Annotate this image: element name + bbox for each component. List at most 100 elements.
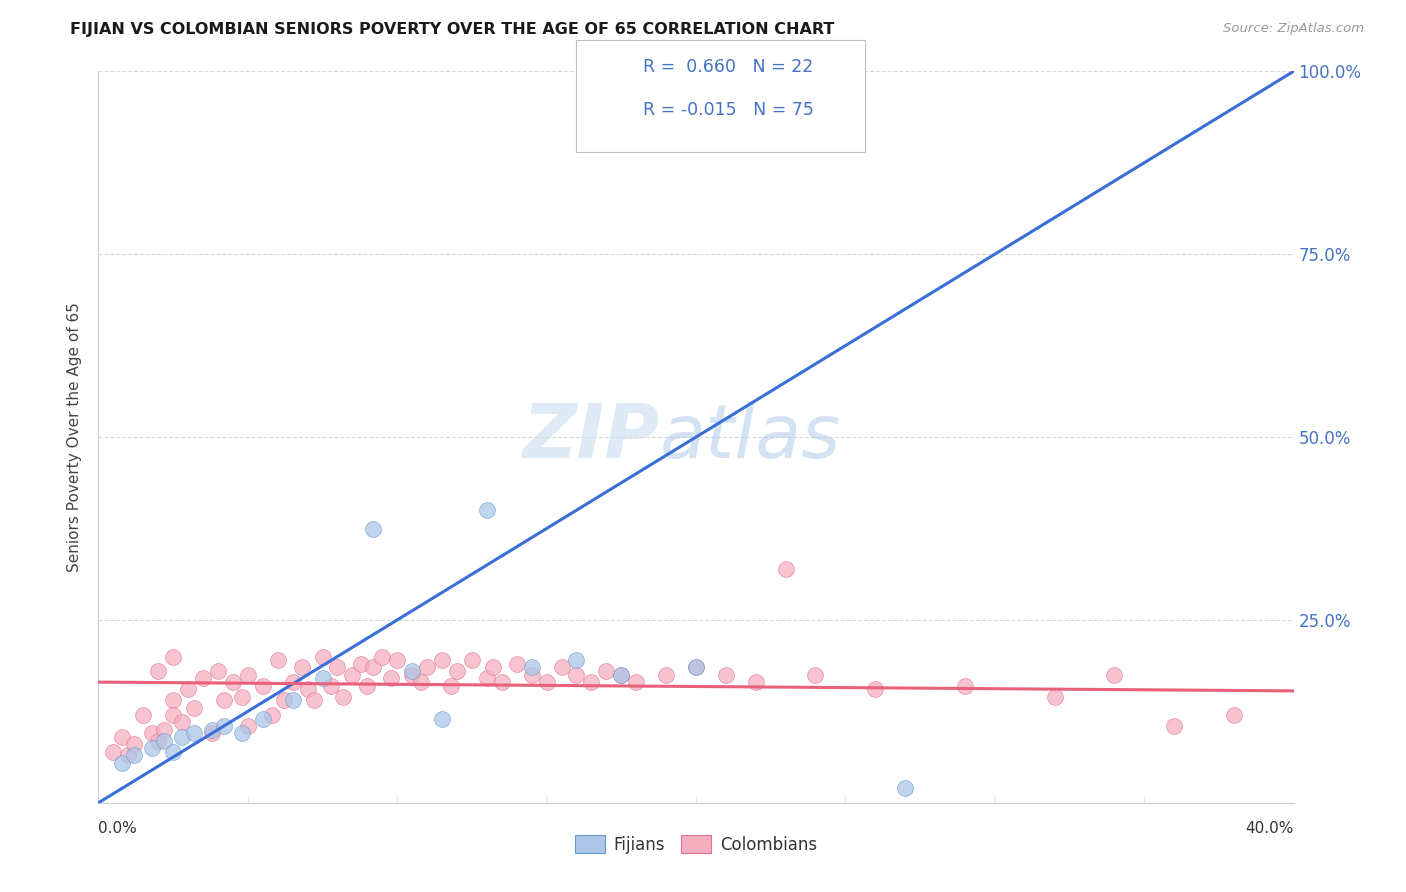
Text: FIJIAN VS COLOMBIAN SENIORS POVERTY OVER THE AGE OF 65 CORRELATION CHART: FIJIAN VS COLOMBIAN SENIORS POVERTY OVER…: [70, 22, 835, 37]
Point: [475, 503, 498, 517]
Point: [236, 667, 259, 681]
Point: [685, 660, 707, 674]
Point: [1223, 708, 1246, 723]
Point: [1104, 667, 1126, 681]
Point: [212, 719, 235, 733]
Point: [172, 730, 194, 744]
Point: [610, 667, 633, 681]
Point: [297, 682, 319, 697]
Point: [894, 781, 917, 796]
Point: [267, 653, 290, 667]
Point: [281, 693, 304, 707]
Point: [475, 672, 498, 686]
Point: [236, 719, 259, 733]
Point: [342, 667, 364, 681]
Point: [326, 660, 349, 674]
Y-axis label: Seniors Poverty Over the Age of 65: Seniors Poverty Over the Age of 65: [67, 302, 83, 572]
Point: [565, 667, 588, 681]
Point: [685, 660, 707, 674]
Point: [446, 664, 468, 678]
Point: [162, 708, 184, 723]
Point: [581, 675, 603, 690]
Point: [141, 740, 163, 755]
Point: [550, 660, 572, 674]
Point: [222, 675, 245, 690]
Point: [430, 712, 453, 726]
Point: [111, 730, 134, 744]
Point: [655, 667, 678, 681]
Point: [430, 653, 453, 667]
Point: [273, 693, 295, 707]
Point: [491, 675, 513, 690]
Point: [201, 726, 224, 740]
Point: [183, 726, 205, 740]
Text: R = -0.015   N = 75: R = -0.015 N = 75: [643, 101, 814, 119]
Point: [565, 653, 588, 667]
Point: [1043, 690, 1066, 704]
Point: [191, 672, 214, 686]
Point: [231, 726, 253, 740]
Point: [252, 679, 274, 693]
Point: [153, 723, 176, 737]
Point: [350, 657, 373, 671]
Legend: Fijians, Colombians: Fijians, Colombians: [568, 829, 824, 860]
Point: [162, 693, 184, 707]
Point: [153, 733, 176, 747]
Text: ZIP: ZIP: [523, 401, 661, 474]
Point: [117, 748, 139, 763]
Point: [260, 708, 283, 723]
Point: [252, 712, 274, 726]
Point: [804, 667, 827, 681]
Point: [440, 679, 463, 693]
Point: [172, 715, 194, 730]
Point: [103, 745, 125, 759]
Point: [356, 679, 378, 693]
Point: [132, 708, 155, 723]
Point: [595, 664, 617, 678]
Point: [363, 660, 385, 674]
Point: [231, 690, 253, 704]
Point: [401, 667, 423, 681]
Point: [311, 649, 333, 664]
Point: [201, 723, 224, 737]
Point: [626, 675, 648, 690]
Point: [506, 657, 529, 671]
Point: [207, 664, 229, 678]
Point: [865, 682, 887, 697]
Point: [520, 667, 543, 681]
Point: [332, 690, 354, 704]
Point: [371, 649, 394, 664]
Point: [124, 737, 146, 751]
Point: [212, 693, 235, 707]
Point: [536, 675, 558, 690]
Point: [321, 679, 343, 693]
Point: [714, 667, 737, 681]
Point: [124, 748, 146, 763]
Point: [1163, 719, 1185, 733]
Point: [162, 745, 184, 759]
Point: [148, 664, 170, 678]
Point: [401, 664, 423, 678]
Point: [416, 660, 439, 674]
Point: [610, 667, 633, 681]
Point: [302, 693, 325, 707]
Point: [745, 675, 768, 690]
Point: [281, 675, 304, 690]
Text: atlas: atlas: [661, 401, 842, 473]
Point: [291, 660, 314, 674]
Text: Source: ZipAtlas.com: Source: ZipAtlas.com: [1223, 22, 1364, 36]
Point: [520, 660, 543, 674]
Point: [461, 653, 484, 667]
Text: R =  0.660   N = 22: R = 0.660 N = 22: [643, 58, 813, 76]
Point: [385, 653, 409, 667]
Point: [411, 675, 433, 690]
Point: [380, 672, 402, 686]
Text: 0.0%: 0.0%: [98, 821, 138, 836]
Point: [111, 756, 134, 770]
Text: 40.0%: 40.0%: [1246, 821, 1294, 836]
Point: [953, 679, 976, 693]
Point: [183, 700, 205, 714]
Point: [162, 649, 184, 664]
Point: [177, 682, 200, 697]
Point: [482, 660, 505, 674]
